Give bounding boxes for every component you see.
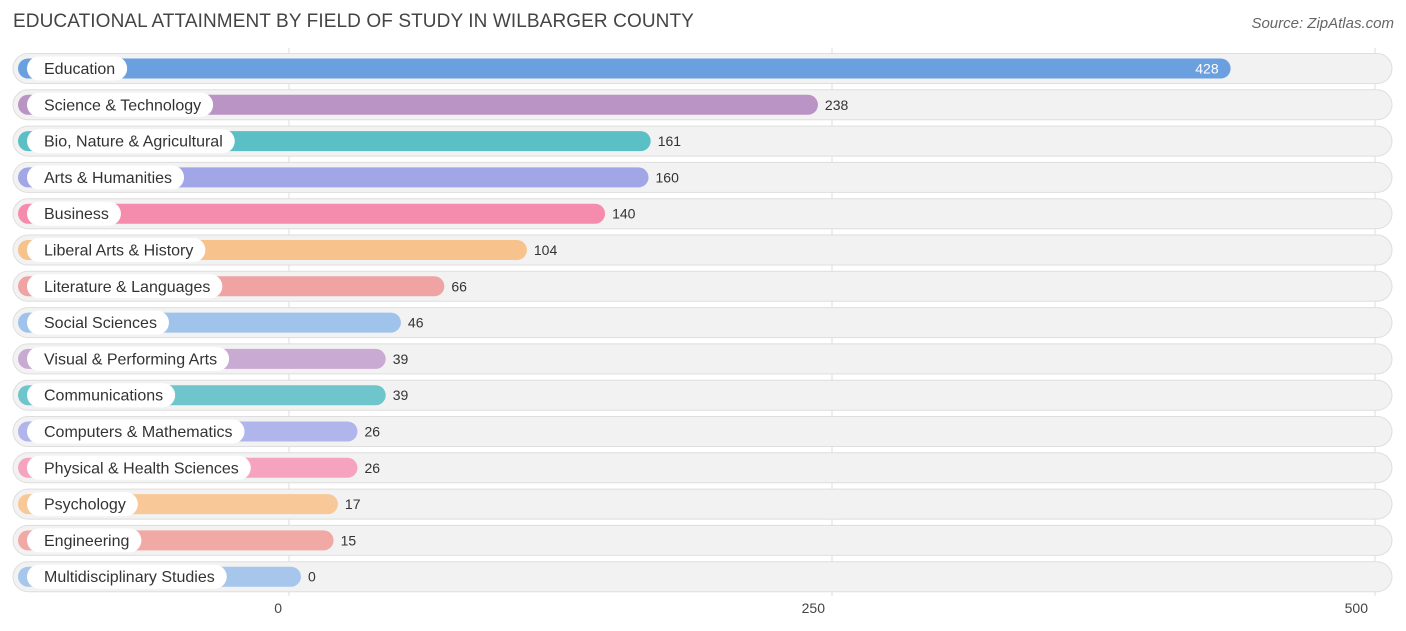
bar — [18, 94, 818, 115]
bar-row: Business 140 — [12, 198, 1393, 230]
bar-row: Science & Technology 238 — [12, 89, 1393, 121]
category-label-pill — [27, 564, 227, 589]
bar-row: Multidisciplinary Studies 0 — [12, 561, 1393, 593]
row-background — [12, 488, 1393, 520]
category-label-pill — [27, 201, 121, 226]
category-label: Psychology — [44, 497, 126, 514]
chart-title: EDUCATIONAL ATTAINMENT BY FIELD OF STUDY… — [13, 11, 694, 32]
category-label-pill — [27, 346, 230, 371]
category-label: Literature & Languages — [44, 279, 210, 296]
value-label: 39 — [393, 351, 409, 367]
bar-row: Liberal Arts & History 104 — [12, 234, 1393, 266]
category-label: Education — [44, 61, 115, 78]
value-label: 46 — [408, 315, 424, 331]
value-label: 15 — [341, 532, 357, 548]
category-label-pill — [27, 92, 214, 117]
category-label-pill — [27, 528, 142, 553]
category-label: Liberal Arts & History — [44, 243, 193, 260]
x-tick-label: 500 — [1345, 600, 1369, 616]
category-label: Communications — [44, 388, 163, 405]
category-label: Arts & Humanities — [44, 170, 172, 187]
value-label: 26 — [364, 460, 380, 476]
row-background — [12, 561, 1393, 593]
value-label: 39 — [393, 387, 409, 403]
value-label: 428 — [1195, 61, 1219, 77]
category-label-pill — [27, 419, 245, 444]
category-label: Physical & Health Sciences — [44, 460, 239, 477]
bar-row: Arts & Humanities 160 — [12, 161, 1393, 193]
category-label-pill — [27, 310, 169, 335]
row-background — [12, 452, 1393, 484]
category-label-pill — [27, 165, 185, 190]
bar — [18, 203, 606, 224]
category-label: Engineering — [44, 533, 129, 550]
row-background — [12, 524, 1393, 556]
category-label: Science & Technology — [44, 97, 201, 114]
row-background — [12, 416, 1393, 447]
category-label: Visual & Performing Arts — [44, 351, 217, 368]
bar-row: Engineering 15 — [12, 524, 1393, 556]
value-label: 140 — [612, 206, 636, 222]
category-label-pill — [27, 129, 235, 154]
category-label: Computers & Mathematics — [44, 424, 233, 441]
bar-row: Physical & Health Sciences 26 — [12, 452, 1393, 484]
x-tick-label: 250 — [802, 600, 826, 616]
bar-row: Communications 39 — [12, 379, 1393, 411]
bar-row: Literature & Languages 66 — [12, 270, 1393, 302]
x-tick-label: 0 — [274, 600, 282, 616]
category-label-pill — [27, 274, 223, 299]
value-label: 238 — [825, 97, 849, 113]
category-label: Social Sciences — [44, 315, 157, 332]
bar-row: Bio, Nature & Agricultural 161 — [12, 125, 1393, 157]
value-label: 66 — [451, 278, 467, 294]
bar-row: Computers & Mathematics 26 — [12, 416, 1393, 447]
bar-row: Social Sciences 46 — [12, 307, 1393, 339]
bar-row: Psychology 17 — [12, 488, 1393, 520]
category-label-pill — [27, 56, 128, 81]
bar — [18, 58, 1231, 79]
value-label: 26 — [364, 424, 380, 440]
value-label: 0 — [308, 569, 316, 585]
category-label-pill — [27, 383, 176, 408]
category-label-pill — [27, 492, 138, 517]
category-label-pill — [27, 238, 206, 262]
value-label: 161 — [658, 133, 682, 149]
value-label: 160 — [656, 169, 680, 185]
source-credit: Source: ZipAtlas.com — [1251, 15, 1394, 32]
bar-row: Education 428 — [12, 53, 1393, 84]
category-label: Business — [44, 206, 109, 223]
value-label: 104 — [534, 242, 558, 258]
category-label: Multidisciplinary Studies — [44, 569, 215, 586]
bar-row: Visual & Performing Arts 39 — [12, 343, 1393, 375]
category-label-pill — [27, 455, 251, 480]
value-label: 17 — [345, 496, 361, 512]
chart-rows: Education 428 Science & Technology 238 Bio, … — [12, 53, 1393, 593]
category-label: Bio, Nature & Agricultural — [44, 134, 223, 151]
x-axis-ticks: 0 250 500 — [274, 600, 1368, 616]
